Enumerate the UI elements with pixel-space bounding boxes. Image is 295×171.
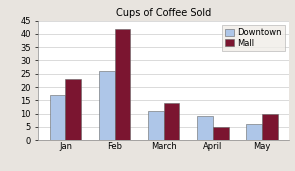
Bar (65, 79, 81, 140)
Legend: Downtown, Mall: Downtown, Mall (222, 25, 285, 51)
Bar (50, 95, 65, 140)
Bar (197, 116, 213, 140)
Bar (213, 127, 229, 140)
Bar (246, 124, 262, 140)
Bar (148, 111, 164, 140)
Bar (164, 103, 179, 140)
Bar (99, 71, 114, 140)
Bar (262, 114, 278, 140)
Title: Cups of Coffee Sold: Cups of Coffee Sold (116, 8, 211, 18)
Bar (114, 29, 130, 140)
